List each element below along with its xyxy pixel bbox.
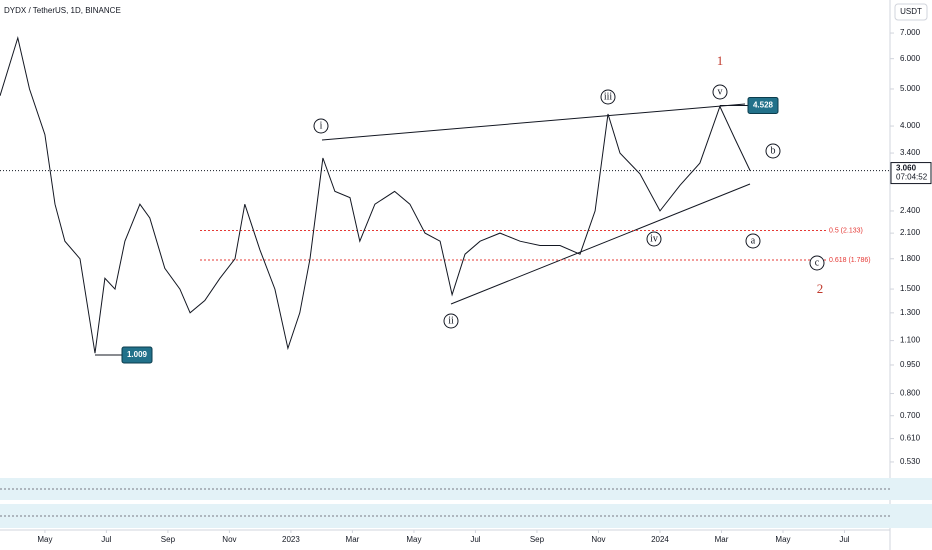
x-tick-label: May (775, 535, 790, 544)
x-tick-label: May (37, 535, 52, 544)
x-tick-label: Mar (715, 535, 729, 544)
wave-circle (443, 313, 459, 329)
price-label: 4.528 (753, 101, 774, 110)
y-tick-label: 0.800 (900, 389, 921, 398)
x-tick-label: Nov (591, 535, 605, 544)
wave-circle (646, 231, 662, 247)
y-tick-label: 6.000 (900, 54, 921, 63)
y-tick-label: 1.300 (900, 308, 921, 317)
y-tick-label: 5.000 (900, 84, 921, 93)
y-tick-label: 0.950 (900, 360, 921, 369)
wave-label: ii (448, 315, 454, 326)
last-price-box (890, 162, 932, 185)
x-tick-label: Jul (839, 535, 849, 544)
trend-line (450, 183, 751, 305)
price-line (0, 35, 751, 354)
currency-button[interactable] (894, 3, 928, 21)
y-tick-label: 2.100 (900, 228, 921, 237)
y-tick-label: 2.400 (900, 206, 921, 215)
x-tick-label: 2024 (651, 535, 669, 544)
y-tick-label: 1.100 (900, 336, 921, 345)
currency-label: USDT (900, 7, 922, 16)
wave-circle (313, 118, 329, 134)
x-tick-label: Mar (346, 535, 360, 544)
fib-label: 0.618 (1.786) (829, 257, 871, 264)
y-tick-label: 0.700 (900, 411, 921, 420)
y-tick-label: 1.800 (900, 254, 921, 263)
trend-line (321, 103, 746, 141)
x-tick-label: Sep (161, 535, 176, 544)
y-tick-label: 4.000 (900, 121, 921, 130)
wave-circle (765, 143, 781, 159)
wave-label: 2 (817, 281, 824, 296)
wave-circle (745, 233, 761, 249)
wave-label: iv (650, 233, 658, 244)
symbol-title: DYDX / TetherUS, 1D, BINANCE (4, 6, 121, 15)
last-price-label: 3.060 (896, 164, 917, 173)
fib-label: 0.5 (2.133) (829, 227, 863, 234)
x-tick-label: Jul (101, 535, 111, 544)
x-tick-label: Sep (530, 535, 545, 544)
x-tick-label: 2023 (282, 535, 300, 544)
wave-label: v (718, 86, 723, 97)
wave-circle (809, 255, 825, 271)
price-label-box (121, 346, 153, 364)
y-tick-label: 0.610 (900, 434, 921, 443)
y-tick-label: 3.400 (900, 148, 921, 157)
wave-circle (600, 89, 616, 105)
wave-label: iii (604, 91, 613, 102)
wave-label: b (771, 145, 776, 156)
y-tick-label: 7.000 (900, 28, 921, 37)
price-label-box (747, 96, 779, 114)
y-tick-label: 0.530 (900, 457, 921, 466)
y-tick-label: 1.500 (900, 284, 921, 293)
wave-label: 1 (717, 53, 724, 68)
wave-label: c (815, 257, 820, 268)
price-label: 1.009 (127, 350, 148, 359)
x-tick-label: Jul (470, 535, 480, 544)
wave-label: i (320, 120, 323, 131)
x-tick-label: May (406, 535, 421, 544)
countdown-label: 07:04:52 (896, 173, 928, 182)
wave-circle (712, 84, 728, 100)
wave-label: a (751, 235, 756, 246)
x-tick-label: Nov (222, 535, 236, 544)
